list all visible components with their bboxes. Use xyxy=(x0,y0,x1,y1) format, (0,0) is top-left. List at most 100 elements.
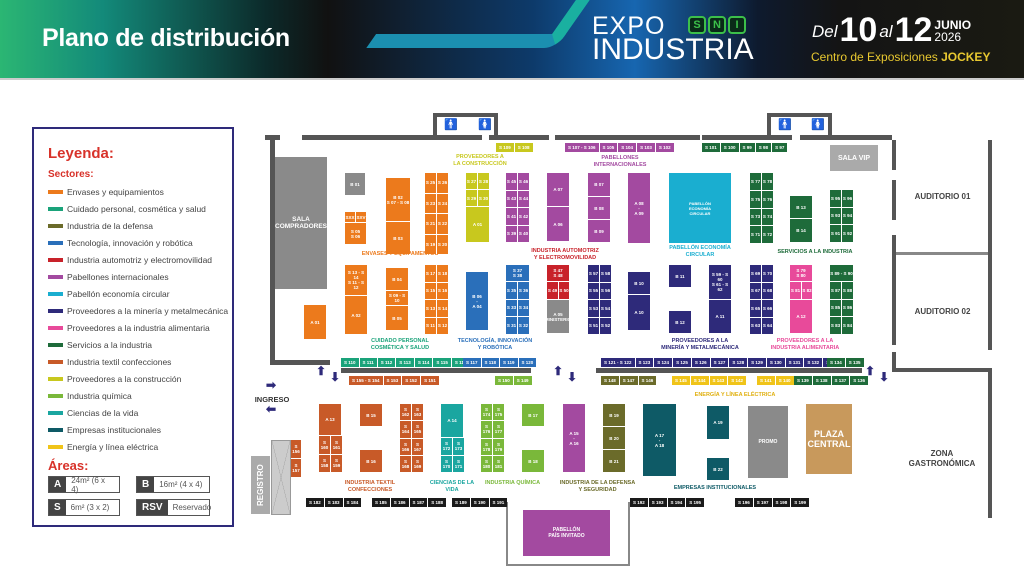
booth[interactable]: S 40 xyxy=(518,225,529,242)
booth[interactable]: S 26 xyxy=(437,173,448,193)
booth[interactable]: S 134 xyxy=(827,358,845,367)
booth[interactable]: S 89 - S 90 xyxy=(830,265,853,281)
booth[interactable]: S 125 xyxy=(673,358,691,367)
booth[interactable]: S 138 xyxy=(812,376,831,385)
booth[interactable]: S 136 xyxy=(850,376,869,385)
pabellon-economia-circular[interactable]: PABELLÓN ECONOMÍA CIRCULAR xyxy=(669,173,731,243)
booth[interactable]: SXV xyxy=(356,212,366,222)
booth[interactable]: A 17 - A 18 xyxy=(643,404,676,476)
booth[interactable]: S 64 xyxy=(762,317,773,334)
booth[interactable]: S 110 xyxy=(341,358,359,367)
booth[interactable]: S 93 xyxy=(830,207,841,225)
booth[interactable]: S 160 xyxy=(319,436,330,454)
booth[interactable]: S 145 xyxy=(672,376,690,385)
booth[interactable]: B 13 xyxy=(790,196,812,218)
booth[interactable]: S 68 xyxy=(762,282,773,299)
booth[interactable]: S 151 xyxy=(421,376,439,385)
booth[interactable]: S 173 xyxy=(453,438,464,455)
booth[interactable]: S 164 xyxy=(400,421,411,438)
booth[interactable]: S 33 xyxy=(506,299,517,317)
booth[interactable]: S 30 xyxy=(478,190,489,206)
booth[interactable]: A 14 xyxy=(441,404,463,437)
booth[interactable]: B 12 xyxy=(669,311,691,333)
booth[interactable]: S 115 xyxy=(433,358,451,367)
booth[interactable]: S 192 xyxy=(630,498,648,507)
booth[interactable]: S 85 xyxy=(830,299,841,317)
booth[interactable]: S 120 xyxy=(518,358,537,367)
booth[interactable]: B 18 xyxy=(522,450,544,472)
booth[interactable]: S 16 xyxy=(437,282,448,299)
booth[interactable]: S 32 xyxy=(518,317,529,334)
booth[interactable]: S 128 xyxy=(729,358,748,367)
booth[interactable]: A 11 xyxy=(709,300,731,333)
booth[interactable]: S 130 xyxy=(766,358,785,367)
booth[interactable]: S 47 S 48 xyxy=(547,265,569,281)
booth[interactable]: B 15 xyxy=(360,404,382,426)
booth[interactable]: S 178 xyxy=(481,438,492,455)
booth[interactable]: S 50 xyxy=(559,282,569,299)
booth[interactable]: S 163 xyxy=(412,404,423,421)
booth[interactable]: B 04 xyxy=(386,268,408,290)
booth[interactable]: S 161 xyxy=(331,436,342,454)
booth[interactable]: S 67 xyxy=(750,282,761,299)
booth[interactable]: S 175 xyxy=(493,404,504,421)
booth[interactable]: B 21 xyxy=(603,450,625,472)
booth[interactable]: S 96 xyxy=(842,190,853,207)
booth[interactable]: S 142 xyxy=(728,376,747,385)
booth[interactable]: S 35 xyxy=(506,282,517,299)
booth[interactable]: S 153 xyxy=(383,376,402,385)
booth[interactable]: S 23 xyxy=(425,193,436,213)
booth[interactable]: S 114 xyxy=(414,358,433,367)
booth[interactable]: S 29 xyxy=(466,190,477,206)
booth[interactable]: S 45 xyxy=(506,173,517,190)
booth[interactable]: S 141 xyxy=(757,376,775,385)
booth[interactable]: S 102 xyxy=(655,143,674,152)
booth[interactable]: S 177 xyxy=(493,421,504,438)
booth[interactable]: S 158 xyxy=(319,454,330,472)
booth[interactable]: S 187 xyxy=(409,498,428,507)
booth[interactable]: A 15 - A 16 xyxy=(563,404,585,472)
booth[interactable]: A 01 xyxy=(466,207,489,242)
booth[interactable]: S 57 xyxy=(588,265,599,282)
booth[interactable]: A 02 xyxy=(345,296,367,334)
auditorio-02[interactable]: AUDITORIO 02 xyxy=(914,307,971,316)
booth[interactable]: S 189 xyxy=(452,498,470,507)
booth[interactable]: S 43 xyxy=(506,190,517,207)
booth[interactable]: S 113 xyxy=(396,358,414,367)
booth[interactable]: S 37 S 38 xyxy=(506,265,529,281)
booth[interactable]: S 109 xyxy=(496,143,514,152)
booth[interactable]: S 167 xyxy=(412,438,423,455)
booth[interactable]: S 17 xyxy=(425,265,436,282)
booth[interactable]: S 146 xyxy=(638,376,657,385)
booth[interactable]: S 126 xyxy=(691,358,710,367)
booth[interactable]: S 165 xyxy=(412,421,423,438)
booth[interactable]: S 195 xyxy=(686,498,705,507)
booth[interactable]: B 20 xyxy=(603,427,625,449)
booth[interactable]: S 129 xyxy=(748,358,766,367)
booth[interactable]: S 172 xyxy=(441,438,452,455)
booth[interactable]: B 10 xyxy=(628,272,650,294)
booth[interactable]: S 169 xyxy=(412,455,423,472)
booth[interactable]: S 186 xyxy=(390,498,409,507)
booth[interactable]: S 137 xyxy=(831,376,850,385)
booth[interactable]: S 179 xyxy=(493,438,504,455)
booth[interactable]: S 123 xyxy=(635,358,654,367)
booth[interactable]: S 11 xyxy=(425,317,436,334)
booth[interactable]: S 14 xyxy=(437,300,448,317)
booth[interactable]: S 99 xyxy=(739,143,755,152)
booth[interactable]: S 95 xyxy=(830,190,841,207)
booth[interactable]: S 74 xyxy=(762,208,773,226)
booth[interactable]: S 131 xyxy=(785,358,804,367)
booth[interactable]: S 86 xyxy=(842,299,853,317)
booth[interactable]: S 12 xyxy=(437,317,448,334)
booth[interactable]: S 58 xyxy=(600,265,611,282)
booth[interactable]: S 155 - S 154 xyxy=(349,376,383,385)
booth[interactable]: S 77 xyxy=(750,173,761,190)
booth[interactable]: S 144 xyxy=(690,376,709,385)
booth[interactable]: S 51 xyxy=(588,317,599,334)
booth[interactable]: S 100 xyxy=(720,143,739,152)
booth[interactable]: S 156 xyxy=(291,440,301,458)
booth[interactable]: S 76 xyxy=(762,190,773,208)
booth[interactable]: S 159 xyxy=(331,454,342,472)
booth[interactable]: S 53 xyxy=(588,300,599,317)
